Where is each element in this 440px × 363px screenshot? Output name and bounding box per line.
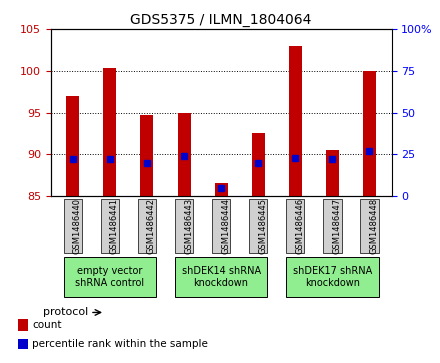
- FancyBboxPatch shape: [286, 199, 304, 253]
- FancyBboxPatch shape: [175, 257, 268, 297]
- Bar: [140, 115, 154, 196]
- FancyBboxPatch shape: [101, 199, 119, 253]
- Text: GSM1486446: GSM1486446: [295, 198, 304, 254]
- Bar: [103, 68, 117, 196]
- Text: GSM1486442: GSM1486442: [147, 198, 156, 254]
- Text: shDEK14 shRNA
knockdown: shDEK14 shRNA knockdown: [182, 266, 260, 287]
- Bar: [289, 46, 302, 196]
- Bar: [363, 71, 376, 196]
- Title: GDS5375 / ILMN_1804064: GDS5375 / ILMN_1804064: [130, 13, 312, 26]
- Text: empty vector
shRNA control: empty vector shRNA control: [75, 266, 144, 287]
- Text: GSM1486448: GSM1486448: [369, 198, 378, 254]
- FancyBboxPatch shape: [63, 199, 82, 253]
- FancyBboxPatch shape: [323, 199, 341, 253]
- Text: GSM1486445: GSM1486445: [258, 198, 267, 254]
- Bar: [18, 339, 28, 349]
- Text: GSM1486444: GSM1486444: [221, 198, 230, 254]
- Bar: [252, 133, 264, 196]
- Text: percentile rank within the sample: percentile rank within the sample: [32, 339, 208, 350]
- Text: shDEK17 shRNA
knockdown: shDEK17 shRNA knockdown: [293, 266, 372, 287]
- Text: protocol: protocol: [43, 307, 88, 318]
- FancyBboxPatch shape: [249, 199, 268, 253]
- Text: GSM1486443: GSM1486443: [184, 198, 193, 254]
- Bar: [178, 113, 191, 196]
- Bar: [66, 96, 79, 196]
- FancyBboxPatch shape: [63, 257, 156, 297]
- Text: count: count: [32, 321, 62, 330]
- FancyBboxPatch shape: [175, 199, 193, 253]
- FancyBboxPatch shape: [286, 257, 379, 297]
- Bar: [215, 183, 227, 196]
- Text: GSM1486440: GSM1486440: [73, 198, 82, 254]
- Text: GSM1486447: GSM1486447: [332, 198, 341, 254]
- Bar: [18, 319, 28, 331]
- FancyBboxPatch shape: [138, 199, 156, 253]
- Bar: [326, 150, 339, 196]
- FancyBboxPatch shape: [212, 199, 231, 253]
- FancyBboxPatch shape: [360, 199, 379, 253]
- Text: GSM1486441: GSM1486441: [110, 198, 119, 254]
